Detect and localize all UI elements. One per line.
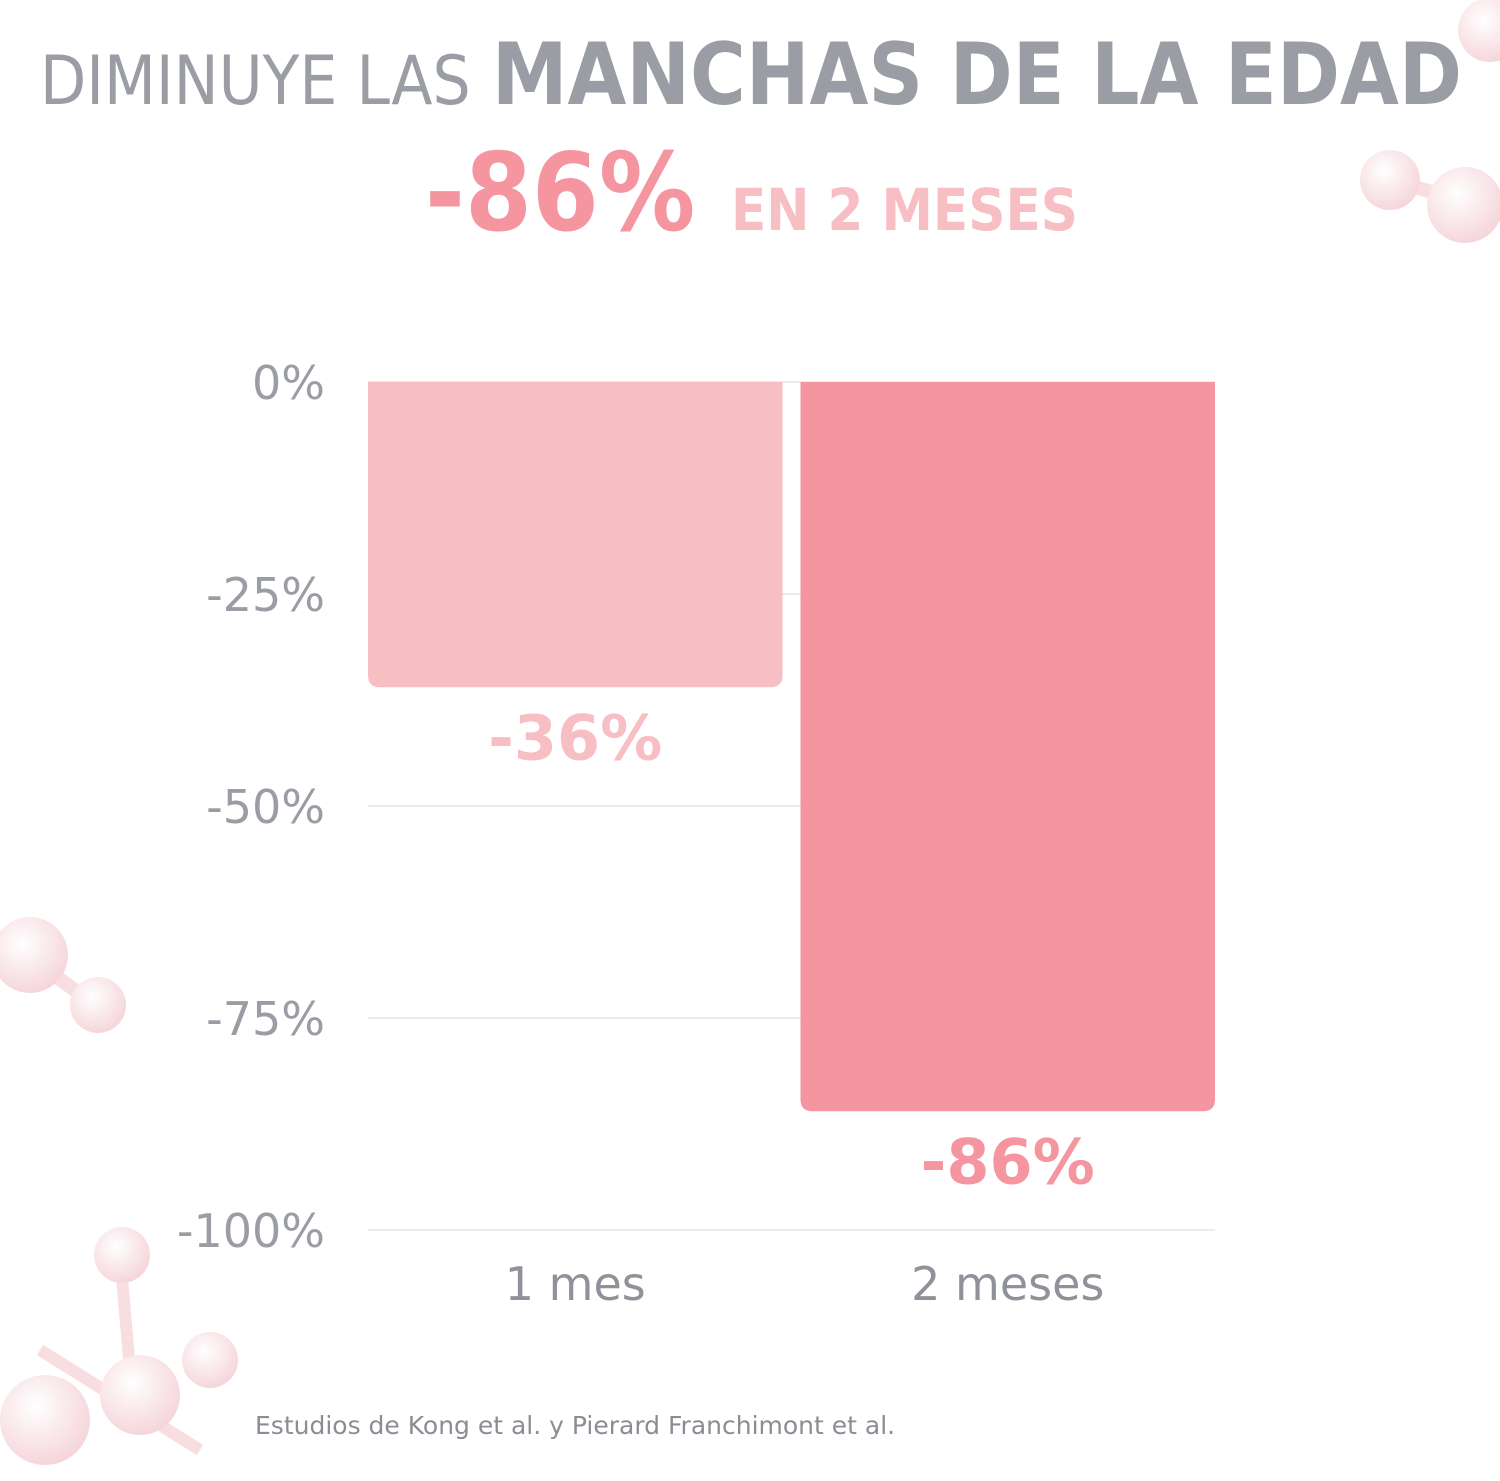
chart-title: DIMINUYE LAS MANCHAS DE LA EDAD	[40, 25, 1462, 125]
x-tick-label: 1 mes	[505, 1257, 646, 1311]
value-label: -36%	[488, 701, 662, 774]
y-tick-label: 0%	[252, 356, 325, 410]
bar	[368, 382, 783, 688]
y-tick-label: -100%	[177, 1204, 325, 1258]
y-tick-label: -25%	[206, 568, 325, 622]
value-label: -86%	[921, 1125, 1095, 1198]
subtitle-highlight: -86%	[425, 131, 695, 256]
footnote: Estudios de Kong et al. y Pierard Franch…	[255, 1411, 895, 1440]
title-emphasis: MANCHAS DE LA EDAD	[492, 25, 1462, 125]
title-lead: DIMINUYE LAS	[40, 42, 471, 121]
bar	[800, 382, 1215, 1112]
chart-subtitle: -86% EN 2 MESES	[425, 131, 1078, 256]
subtitle-text: EN 2 MESES	[731, 176, 1078, 244]
y-tick-label: -50%	[206, 780, 325, 834]
x-tick-label: 2 meses	[911, 1257, 1104, 1311]
y-tick-label: -75%	[206, 992, 325, 1046]
